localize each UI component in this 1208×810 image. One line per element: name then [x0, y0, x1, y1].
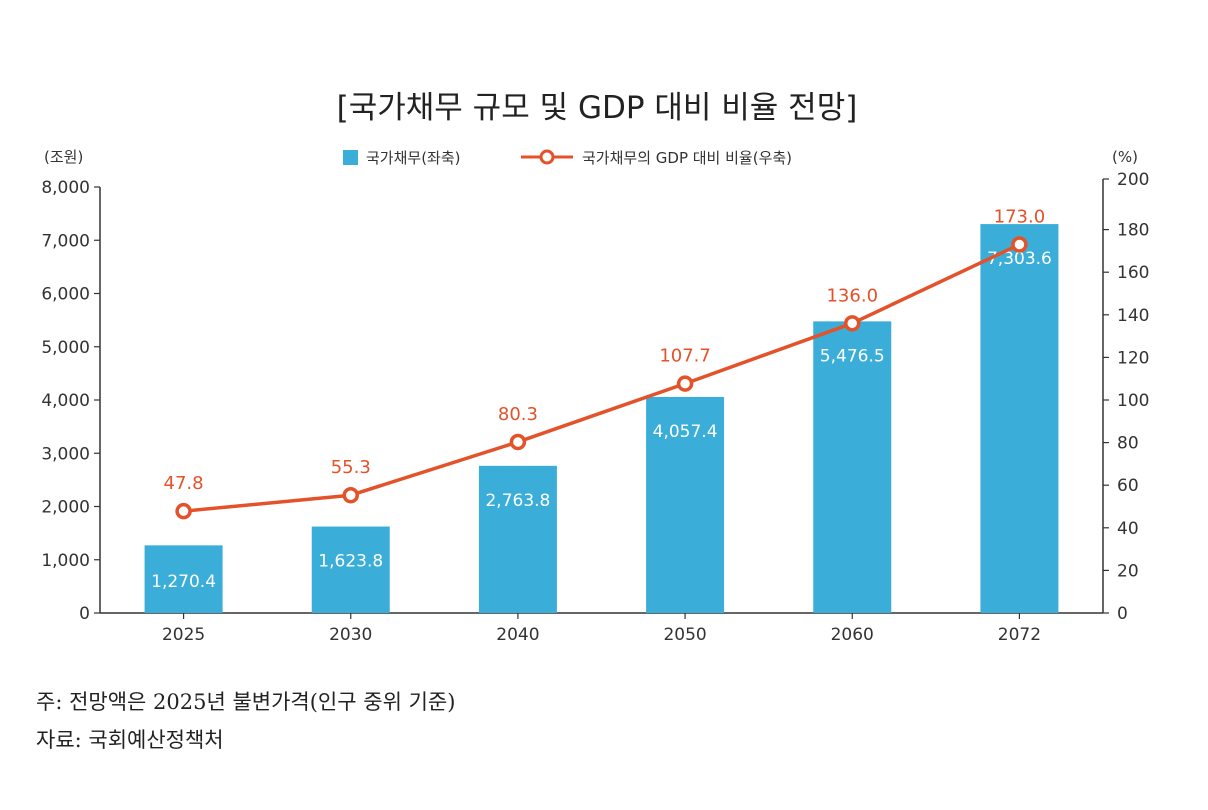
bar-value-label: 1,270.4 — [151, 572, 216, 592]
left-axis-unit: (조원) — [44, 148, 83, 166]
bar — [646, 396, 725, 613]
bar-value-label: 2,763.8 — [485, 491, 550, 511]
bars — [144, 224, 1059, 613]
line-value-label: 136.0 — [826, 285, 878, 306]
bar — [813, 321, 892, 613]
x-axis-tick-label: 2030 — [329, 625, 372, 645]
line-point — [1011, 236, 1028, 253]
legend-line-marker — [539, 149, 555, 165]
line-point — [844, 315, 861, 332]
bar-value-label: 1,623.8 — [318, 552, 383, 572]
left-axis-tick-label: 4,000 — [41, 391, 90, 411]
axes: 0 1,000 2,000 3,000 4,000 5,000 6,000 7,000 8,00… — [41, 170, 1149, 624]
line-value-label: 55.3 — [331, 457, 371, 478]
line-value-label: 173.0 — [994, 207, 1046, 228]
legend-bar-label: 국가채무(좌축) — [366, 149, 461, 167]
bar-labels: 1,270.41,623.82,763.84,057.45,476.57,303… — [151, 249, 1052, 592]
left-axis-tick-label: 2,000 — [41, 498, 90, 518]
line-value-label: 80.3 — [498, 404, 538, 425]
left-axis-tick-label: 6,000 — [41, 285, 90, 305]
source-note: 자료: 국회예산정책처 — [36, 728, 224, 752]
line-series — [183, 242, 1021, 513]
bar — [144, 545, 223, 613]
line-point — [342, 486, 359, 504]
line-point — [676, 375, 694, 392]
right-axis-unit: (%) — [1112, 148, 1138, 166]
footnote: 주: 전망액은 2025년 불변가격(인구 중위 기준) — [36, 690, 456, 714]
left-axis-tick-label: 7,000 — [41, 231, 90, 251]
left-axis-tick-label: 0 — [79, 604, 90, 624]
x-axis-tick-label: 2072 — [998, 625, 1041, 645]
right-axis-tick-label: 160 — [1117, 263, 1149, 283]
legend-bar-swatch — [343, 150, 358, 165]
right-axis-tick-label: 60 — [1117, 476, 1139, 496]
bar — [311, 526, 390, 613]
bar-value-label: 5,476.5 — [820, 346, 885, 366]
x-axis-tick-label: 2050 — [663, 625, 706, 645]
x-axis-tick-label: 2040 — [496, 625, 539, 645]
right-axis-tick-label: 20 — [1117, 561, 1139, 581]
x-axis-tick-label: 2060 — [831, 625, 874, 645]
line-point — [509, 433, 527, 451]
line-value-label: 47.8 — [164, 473, 204, 494]
x-axis-tick-label: 2025 — [162, 625, 205, 645]
line-point — [175, 502, 192, 520]
left-axis-tick-label: 5,000 — [41, 338, 90, 358]
right-axis-tick-label: 180 — [1117, 221, 1149, 241]
left-axis-tick-label: 3,000 — [41, 444, 90, 464]
bar-value-label: 4,057.4 — [653, 422, 718, 442]
left-axis-tick-label: 1,000 — [41, 551, 90, 571]
bar — [980, 224, 1059, 613]
right-axis-tick-label: 140 — [1117, 306, 1149, 326]
right-axis-tick-label: 40 — [1117, 519, 1139, 539]
right-axis-tick-label: 80 — [1117, 434, 1139, 454]
right-axis-tick-label: 200 — [1117, 170, 1149, 190]
legend-line-label: 국가채무의 GDP 대비 비율(우축) — [582, 149, 792, 167]
bar — [478, 465, 557, 613]
line-layer: 47.8 55.3 80.3 107.7 136.0 173.0 — [164, 207, 1046, 520]
line-value-label: 107.7 — [659, 346, 711, 367]
x-axis-ticks: 2025 2030 2040 2050 2060 2072 — [162, 613, 1041, 645]
legend: 국가채무(좌축) 국가채무의 GDP 대비 비율(우축) — [343, 149, 792, 167]
right-axis-tick-label: 100 — [1117, 391, 1149, 411]
right-axis-tick-label: 120 — [1117, 348, 1149, 368]
chart: [국가채무 규모 및 GDP 대비 비율 전망] 국가채무(좌축) 국가채무의 … — [41, 90, 1149, 645]
chart-title: [국가채무 규모 및 GDP 대비 비율 전망] — [337, 90, 858, 126]
right-axis-tick-label: 0 — [1117, 604, 1128, 624]
left-axis-tick-label: 8,000 — [41, 178, 90, 198]
